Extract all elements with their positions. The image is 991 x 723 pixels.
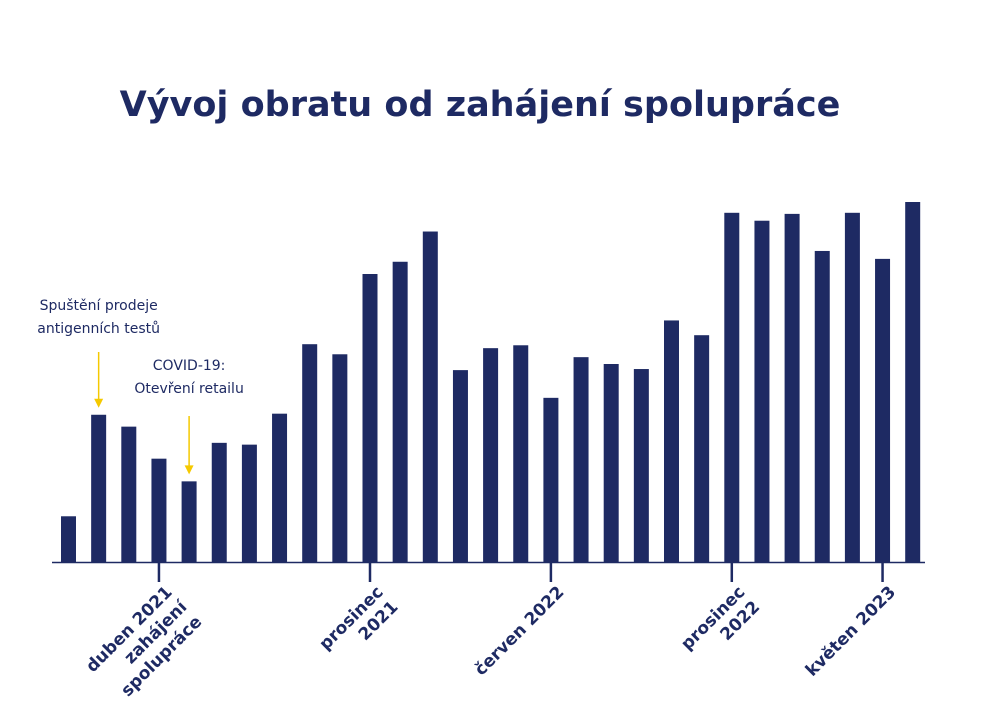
bar-22	[694, 335, 710, 562]
x-tick-label-5: květen 2023	[802, 582, 900, 680]
bar-25	[784, 213, 800, 562]
bar-26	[814, 250, 830, 562]
bar-12	[392, 261, 408, 562]
bar-11	[362, 274, 378, 562]
bar-1	[61, 516, 76, 562]
annotation-2: COVID-19: Otevření retailu	[134, 358, 243, 397]
x-tick-label-2: prosinec2021	[315, 582, 402, 669]
bar-3	[121, 426, 137, 562]
annotations-group: Spuštění prodeje antigenních testů COVID-1…	[37, 298, 244, 475]
bar-29	[905, 202, 921, 562]
annotation-line: antigenních testů	[37, 321, 160, 337]
chart-title: Vývoj obratu od zahájení spolupráce	[120, 85, 841, 125]
bar-17	[543, 397, 559, 562]
bar-27	[844, 212, 860, 563]
bars-group	[61, 202, 921, 563]
bar-18	[573, 357, 589, 562]
bar-8	[272, 413, 288, 562]
annotation-arrow-head-1	[94, 398, 104, 408]
bar-16	[513, 345, 529, 562]
bar-4	[151, 458, 167, 562]
x-tick-label-3: červen 2022	[471, 582, 569, 680]
annotation-line: Otevření retailu	[134, 381, 243, 397]
x-tick-label-1: duben 2021zahájeníspolupráce	[82, 582, 207, 707]
x-tick-label-4: prosinec2022	[677, 582, 764, 669]
bar-7	[241, 444, 257, 562]
bar-24	[754, 220, 770, 562]
bar-6	[211, 442, 227, 562]
x-tick-label-line: červen 2022	[471, 582, 569, 680]
bar-13	[422, 231, 438, 562]
bar-19	[603, 364, 619, 562]
bar-28	[875, 258, 891, 562]
x-axis-ticks: duben 2021zahájeníspolupráce prosinec2021…	[82, 562, 900, 707]
bar-20	[633, 369, 649, 562]
annotation-line: Spuštění prodeje	[40, 298, 158, 314]
x-tick-label-line: květen 2023	[802, 582, 900, 680]
annotation-1: Spuštění prodeje antigenních testů	[37, 298, 160, 337]
bar-9	[302, 344, 318, 562]
bar-14	[452, 370, 468, 562]
bar-5	[181, 481, 197, 562]
bar-15	[483, 348, 499, 562]
annotation-arrow-head-2	[184, 465, 194, 475]
bar-23	[724, 212, 740, 563]
annotation-line: COVID-19:	[153, 358, 226, 374]
bar-21	[664, 320, 679, 562]
bar-10	[332, 354, 348, 562]
bar-2	[91, 414, 107, 562]
